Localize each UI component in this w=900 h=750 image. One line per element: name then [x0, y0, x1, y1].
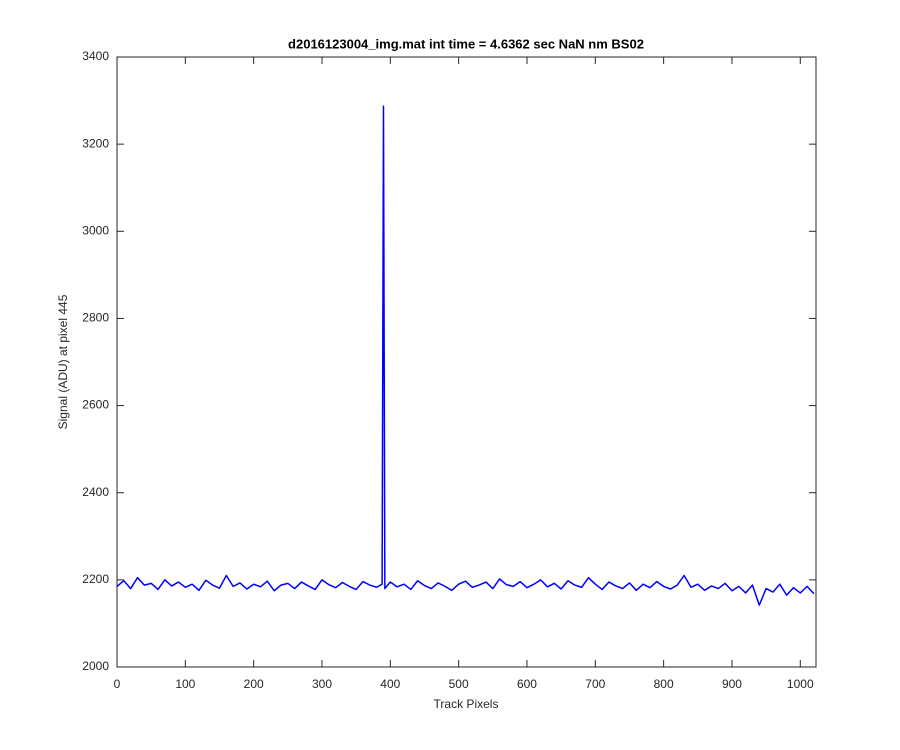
- x-tick-label: 600: [517, 677, 537, 691]
- y-tick-label: 2200: [82, 572, 109, 586]
- x-tick-label: 0: [114, 677, 121, 691]
- y-tick-label: 3400: [82, 49, 109, 63]
- data-line: [116, 105, 815, 606]
- axes-box: [116, 56, 817, 668]
- x-tick-label: 900: [722, 677, 742, 691]
- y-tick-label: 2800: [82, 311, 109, 325]
- y-axis-label: Signal (ADU) at pixel 445: [56, 294, 70, 429]
- x-axis-label: Track Pixels: [434, 697, 499, 711]
- y-tick-label: 2600: [82, 398, 109, 412]
- y-tick-label: 2400: [82, 485, 109, 499]
- x-tick-label: 500: [449, 677, 469, 691]
- x-tick-label: 300: [312, 677, 332, 691]
- chart-title: d2016123004_img.mat int time = 4.6362 se…: [288, 36, 644, 51]
- x-tick-label: 700: [585, 677, 605, 691]
- x-tick-label: 800: [654, 677, 674, 691]
- y-tick-label: 3000: [82, 223, 109, 237]
- x-tick-label: 400: [380, 677, 400, 691]
- y-tick-label: 2000: [82, 659, 109, 673]
- x-tick-label: 1000: [787, 677, 814, 691]
- y-tick-label: 3200: [82, 136, 109, 150]
- x-tick-label: 100: [175, 677, 195, 691]
- x-tick-label: 200: [244, 677, 264, 691]
